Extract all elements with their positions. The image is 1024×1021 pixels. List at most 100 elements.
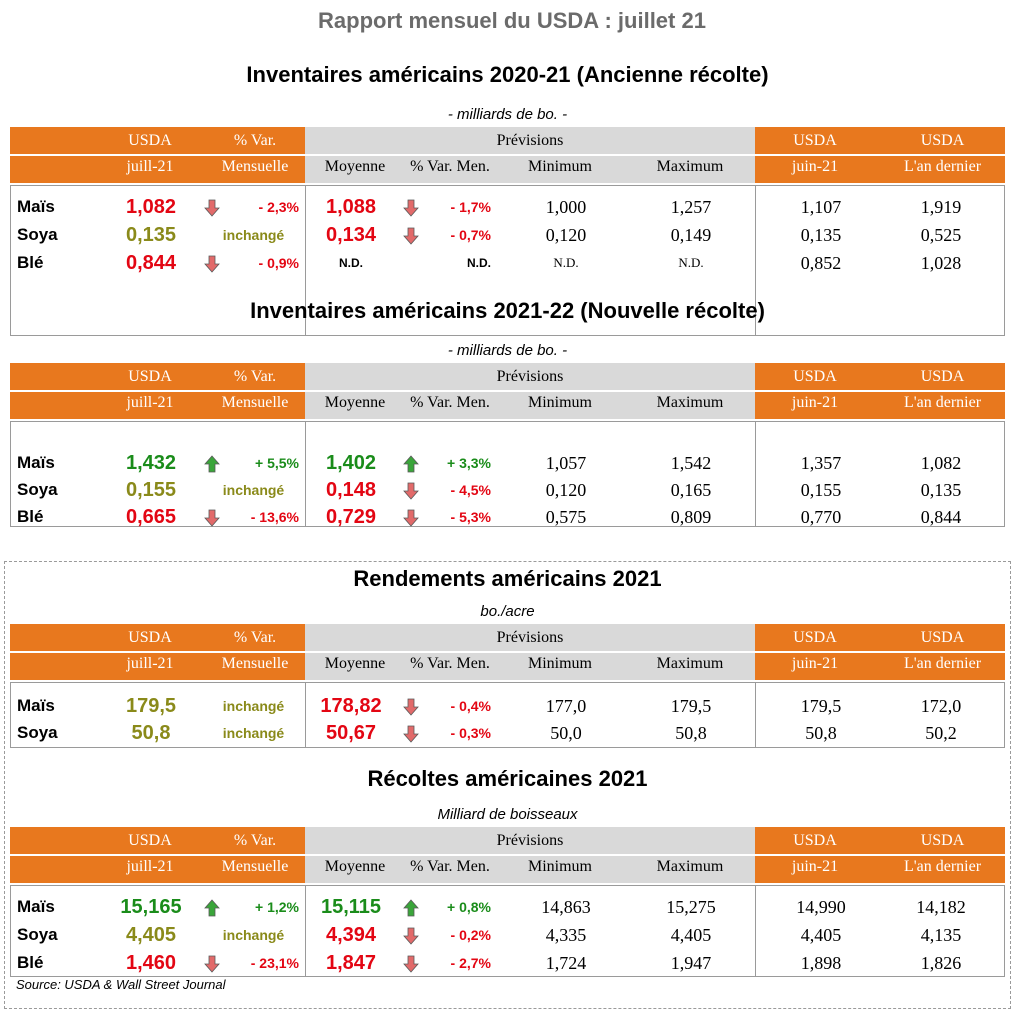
arrow-down-icon — [403, 955, 419, 973]
section-unit: - milliards de bo. - — [447, 106, 568, 123]
usda-value: 4,405 — [125, 924, 177, 946]
header-moyenne: Moyenne — [324, 655, 386, 672]
forecast-minimum: N.D. — [553, 255, 579, 270]
forecast-minimum: 14,863 — [541, 897, 591, 917]
dashed-group-box — [4, 561, 1011, 1009]
monthly-var-text: inchangé — [222, 482, 285, 498]
section-title: Inventaires américains 2020-21 (Ancienne… — [246, 62, 769, 87]
section-title: Rendements américains 2021 — [353, 566, 662, 591]
forecast-var-value: - 0,2% — [450, 927, 491, 943]
monthly-var-value: + 5,5% — [255, 455, 299, 471]
arrow-down-icon — [403, 509, 419, 527]
header-minimum: Minimum — [527, 158, 592, 175]
monthly-var-text: inchangé — [222, 725, 285, 741]
forecast-minimum: 50,0 — [550, 723, 582, 743]
arrow-down-icon — [204, 255, 220, 273]
header-minimum: Minimum — [527, 394, 592, 411]
row-label: Maïs — [17, 897, 55, 916]
monthly-var-value: - 13,6% — [250, 509, 299, 525]
header-lan-dernier: L'an dernier — [903, 655, 982, 672]
header-var: % Var. — [233, 629, 277, 646]
header-minimum: Minimum — [527, 655, 592, 672]
usda-value: 15,165 — [120, 896, 182, 918]
forecast-average: 0,729 — [325, 506, 377, 528]
forecast-average: 15,115 — [320, 896, 382, 918]
source-note: Source: USDA & Wall Street Journal — [16, 977, 226, 992]
usda-june-value: 4,405 — [800, 925, 842, 945]
arrow-down-icon — [403, 725, 419, 743]
forecast-minimum: 0,120 — [545, 480, 587, 500]
forecast-average: 1,847 — [325, 952, 377, 974]
forecast-var-value: - 4,5% — [450, 482, 491, 498]
forecast-var-value: N.D. — [467, 256, 491, 270]
table-row: Blé 0,844 - 0,9% N.D. N.D. N.D. N.D. 0,852 1,028 — [11, 250, 1006, 276]
forecast-maximum: 0,165 — [670, 480, 712, 500]
header-moyenne: Moyenne — [324, 158, 386, 175]
row-label: Blé — [17, 953, 44, 972]
header-var-men: % Var. Men. — [410, 394, 490, 411]
section-3: Récoltes américaines 2021 Milliard de boi… — [10, 766, 1005, 977]
header-mensuelle: Mensuelle — [221, 655, 289, 672]
header-usda: USDA — [920, 832, 965, 849]
header-previsions: Prévisions — [496, 629, 564, 646]
header-usda: USDA — [128, 368, 172, 385]
header-previsions: Prévisions — [496, 368, 564, 385]
section-1: Inventaires américains 2021-22 (Nouvelle… — [10, 298, 1006, 530]
header-maximum: Maximum — [656, 655, 724, 672]
table-row: Maïs 1,432 + 5,5% 1,402 + 3,3% 1,057 1,542 1,35… — [11, 450, 1006, 476]
header-juin: juin-21 — [791, 655, 839, 672]
header-usda: USDA — [920, 629, 965, 646]
section-title: Inventaires américains 2021-22 (Nouvelle… — [250, 298, 765, 323]
table-row: Soya 0,135 inchangé 0,134 - 0,7% 0,120 0,149 0,… — [11, 222, 1006, 248]
header-mensuelle: Mensuelle — [221, 394, 289, 411]
table-row: Blé 0,665 - 13,6% 0,729 - 5,3% 0,575 0,809 0,77… — [11, 504, 1006, 530]
section-unit: Milliard de boisseaux — [437, 806, 578, 823]
table-row: Soya 4,405 inchangé 4,394 - 0,2% 4,335 4,405 4,… — [11, 922, 1006, 948]
header-previsions: Prévisions — [496, 832, 564, 849]
table-body: Maïs 179,5 inchangé 178,82 - 0,4% 177,0 179,5 1… — [10, 682, 1005, 748]
table-header: USDA juill-21 % Var. Mensuelle Prévisions Moy… — [10, 827, 1005, 883]
table-row: Maïs 15,165 + 1,2% 15,115 + 0,8% 14,863 15,275… — [11, 894, 1006, 920]
arrow-down-icon — [204, 199, 220, 217]
usda-value: 1,432 — [125, 452, 177, 474]
header-juill: juill-21 — [126, 655, 174, 672]
row-label: Maïs — [17, 453, 55, 472]
header-juin: juin-21 — [791, 858, 839, 875]
header-maximum: Maximum — [656, 858, 724, 875]
monthly-var-value: - 0,9% — [258, 255, 299, 271]
usda-june-value: 1,107 — [800, 197, 842, 217]
arrow-up-icon — [403, 899, 419, 917]
forecast-maximum: 4,405 — [670, 925, 712, 945]
last-year-value: 1,028 — [920, 253, 962, 273]
section-2: Rendements américains 2021 bo./acre USDA ju… — [10, 566, 1005, 748]
last-year-value: 50,2 — [925, 723, 957, 743]
row-label: Blé — [17, 507, 44, 526]
usda-june-value: 50,8 — [805, 723, 837, 743]
last-year-value: 0,844 — [920, 507, 962, 527]
last-year-value: 0,525 — [920, 225, 962, 245]
forecast-average: 1,088 — [325, 196, 377, 218]
header-mensuelle: Mensuelle — [221, 858, 289, 875]
usda-june-value: 0,155 — [800, 480, 842, 500]
forecast-average: N.D. — [339, 256, 363, 270]
last-year-value: 4,135 — [920, 925, 962, 945]
arrow-up-icon — [403, 455, 419, 473]
forecast-maximum: 179,5 — [670, 696, 712, 716]
header-usda: USDA — [920, 368, 965, 385]
header-var-men: % Var. Men. — [410, 655, 490, 672]
row-label: Blé — [17, 253, 44, 272]
header-minimum: Minimum — [527, 858, 592, 875]
forecast-var-value: + 3,3% — [447, 455, 491, 471]
forecast-maximum: 1,542 — [670, 453, 712, 473]
table-row: Maïs 179,5 inchangé 178,82 - 0,4% 177,0 179,5 1… — [11, 693, 1006, 719]
header-var: % Var. — [233, 368, 277, 385]
header-var: % Var. — [233, 132, 277, 149]
last-year-value: 1,082 — [920, 453, 962, 473]
forecast-average: 4,394 — [325, 924, 377, 946]
section-title: Récoltes américaines 2021 — [367, 766, 648, 791]
row-label: Soya — [17, 480, 58, 499]
arrow-down-icon — [204, 955, 220, 973]
header-juill: juill-21 — [126, 394, 174, 411]
header-usda: USDA — [128, 132, 172, 149]
forecast-minimum: 1,057 — [545, 453, 587, 473]
